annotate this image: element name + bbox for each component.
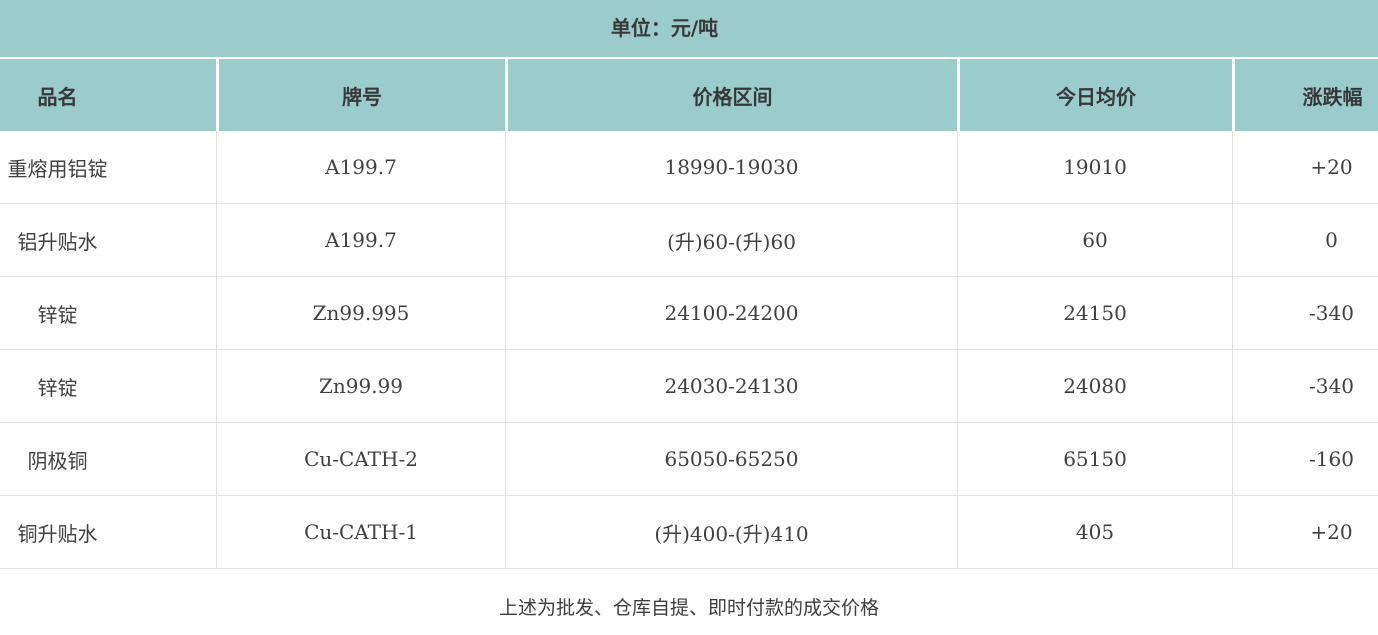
- table-row: 锌锭 Zn99.99 24030-24130 24080 -340: [0, 350, 1378, 423]
- cell-avg-price: 24080: [957, 350, 1232, 422]
- cell-brand: Zn99.995: [216, 277, 505, 349]
- table-header-row: 品名 牌号 价格区间 今日均价 涨跌幅: [0, 59, 1378, 131]
- table-row: 锌锭 Zn99.995 24100-24200 24150 -340: [0, 277, 1378, 350]
- cell-brand: Zn99.99: [216, 350, 505, 422]
- cell-product-name: 阴极铜: [27, 448, 88, 473]
- unit-bar: 单位：元/吨: [0, 0, 1378, 57]
- cell-avg-price: 24150: [957, 277, 1232, 349]
- cell-avg-price: 405: [957, 496, 1232, 568]
- cell-product-name: 锌锭: [37, 302, 78, 327]
- cell-price-range: (升)400-(升)410: [505, 496, 957, 568]
- col-header-change: 涨跌幅: [1232, 59, 1378, 131]
- col-header-brand: 牌号: [216, 59, 505, 131]
- cell-avg-price: 60: [957, 204, 1232, 276]
- cell-brand: Cu-CATH-2: [216, 423, 505, 495]
- cell-brand: A199.7: [216, 204, 505, 276]
- cell-product-name: 锌锭: [37, 375, 78, 400]
- cell-change: -340: [1232, 277, 1378, 349]
- cell-avg-price: 19010: [957, 131, 1232, 203]
- cell-product-name: 重熔用铝锭: [7, 156, 108, 181]
- cell-change: -340: [1232, 350, 1378, 422]
- cell-price-range: 18990-19030: [505, 131, 957, 203]
- cell-price-range: 24100-24200: [505, 277, 957, 349]
- cell-change: +20: [1232, 496, 1378, 568]
- cell-change: 0: [1232, 204, 1378, 276]
- table-row: 阴极铜 Cu-CATH-2 65050-65250 65150 -160: [0, 423, 1378, 496]
- cell-product-name: 铜升贴水: [17, 521, 98, 546]
- cell-price-range: 24030-24130: [505, 350, 957, 422]
- cell-product-name: 铝升贴水: [17, 229, 98, 254]
- col-header-product-name: 品名: [0, 59, 216, 131]
- col-header-avg-price: 今日均价: [957, 59, 1232, 131]
- cell-price-range: 65050-65250: [505, 423, 957, 495]
- cell-avg-price: 65150: [957, 423, 1232, 495]
- cell-brand: A199.7: [216, 131, 505, 203]
- cell-brand: Cu-CATH-1: [216, 496, 505, 568]
- table-row: 重熔用铝锭 A199.7 18990-19030 19010 +20: [0, 131, 1378, 204]
- unit-label: 单位：元/吨: [610, 16, 719, 40]
- table-row: 铜升贴水 Cu-CATH-1 (升)400-(升)410 405 +20: [0, 496, 1378, 569]
- col-header-price-range: 价格区间: [505, 59, 957, 131]
- cell-price-range: (升)60-(升)60: [505, 204, 957, 276]
- cell-change: -160: [1232, 423, 1378, 495]
- price-table: 单位：元/吨 品名 牌号 价格区间 今日均价 涨跌幅 重熔用铝锭 A199.7 …: [0, 0, 1378, 569]
- footer-note: 上述为批发、仓库自提、即时付款的成交价格: [498, 597, 879, 619]
- table-row: 铝升贴水 A199.7 (升)60-(升)60 60 0: [0, 204, 1378, 277]
- cell-change: +20: [1232, 131, 1378, 203]
